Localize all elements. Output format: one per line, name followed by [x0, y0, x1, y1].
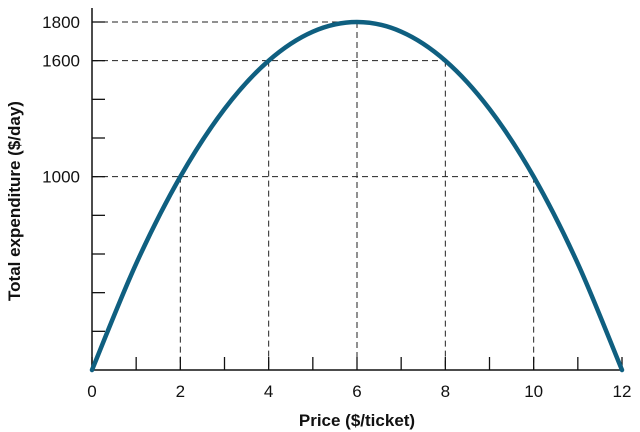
- x-tick-label-4: 4: [264, 382, 273, 401]
- expenditure-curve: [89, 19, 625, 373]
- y-tick-label-1600: 1600: [42, 52, 80, 71]
- x-tick-label-12: 12: [613, 382, 632, 401]
- x-tick-label-6: 6: [352, 382, 361, 401]
- x-tick-label-10: 10: [524, 382, 543, 401]
- x-tick-label-2: 2: [176, 382, 185, 401]
- x-tick-label-0: 0: [87, 382, 96, 401]
- y-tick-label-1800: 1800: [42, 13, 80, 32]
- y-tick-label-1000: 1000: [42, 168, 80, 187]
- x-tick-label-8: 8: [441, 382, 450, 401]
- reference-lines: [92, 21, 535, 370]
- ticks: 0 2 4 6 8 10 12 1000 1600 1800: [42, 13, 631, 401]
- y-axis-title: Total expenditure ($/day): [5, 101, 24, 301]
- x-axis-title: Price ($/ticket): [299, 411, 415, 430]
- curve-layer: [89, 19, 625, 373]
